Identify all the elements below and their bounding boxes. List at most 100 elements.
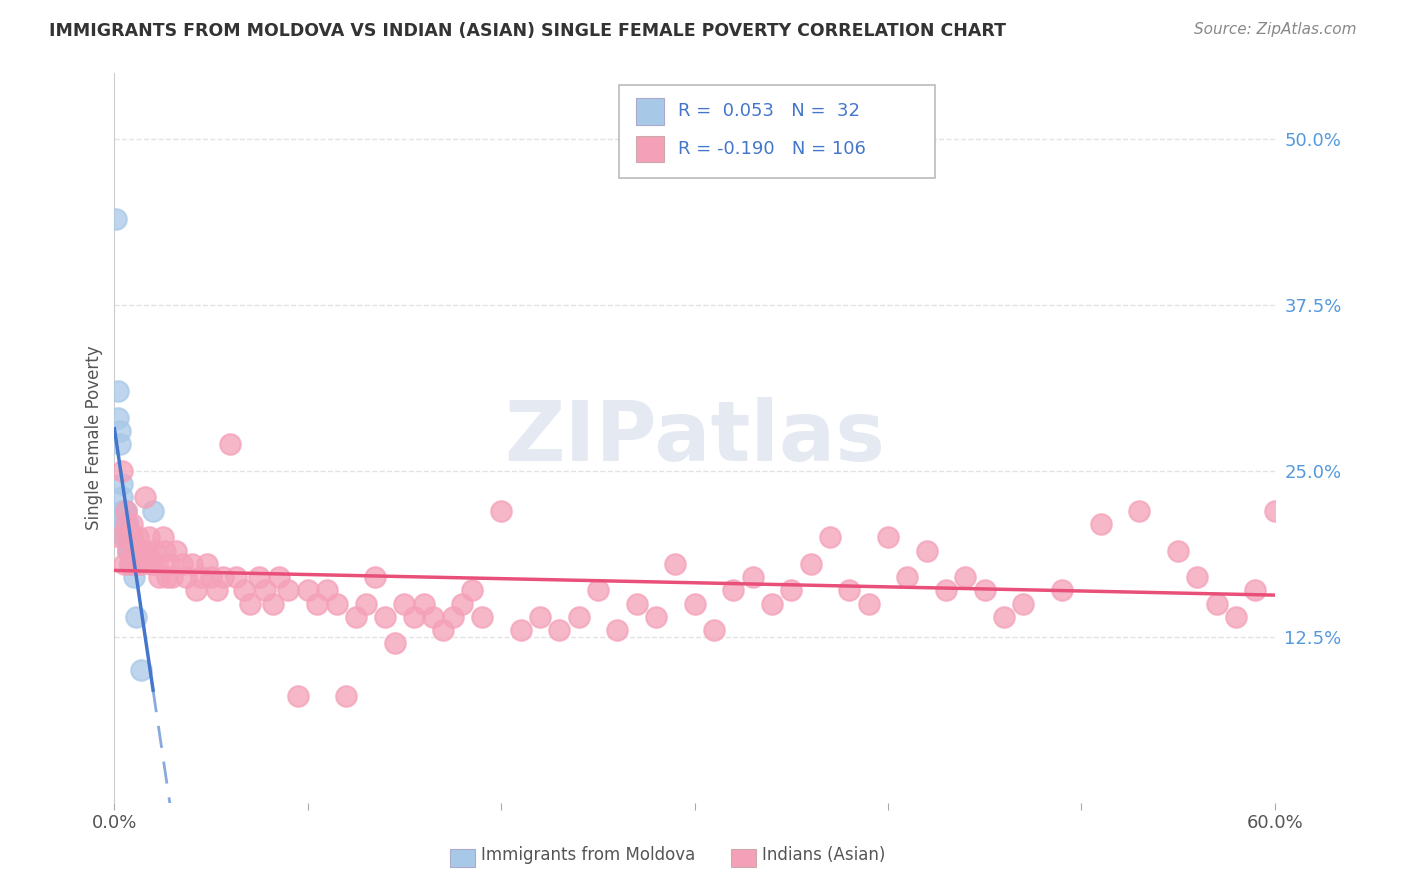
Point	[935, 583, 957, 598]
Point	[262, 597, 284, 611]
Point	[174, 570, 197, 584]
Point	[394, 597, 416, 611]
Point	[703, 623, 725, 637]
Point	[233, 583, 256, 598]
Point	[606, 623, 628, 637]
Point	[165, 543, 187, 558]
Point	[118, 557, 141, 571]
Point	[138, 530, 160, 544]
Point	[664, 557, 686, 571]
Point	[211, 570, 233, 584]
Point	[132, 543, 155, 558]
Point	[111, 464, 134, 478]
Point	[121, 516, 143, 531]
Point	[644, 610, 666, 624]
Point	[152, 530, 174, 544]
Point	[108, 437, 131, 451]
Point	[205, 583, 228, 598]
Text: Immigrants from Moldova: Immigrants from Moldova	[481, 846, 695, 863]
Point	[267, 570, 290, 584]
Point	[136, 543, 159, 558]
Point	[335, 690, 357, 704]
Point	[118, 530, 141, 544]
Point	[111, 477, 134, 491]
Point	[451, 597, 474, 611]
Point	[1205, 597, 1227, 611]
Point	[111, 504, 134, 518]
Point	[354, 597, 377, 611]
Y-axis label: Single Female Poverty: Single Female Poverty	[86, 345, 103, 530]
Point	[412, 597, 434, 611]
Point	[184, 583, 207, 598]
Point	[441, 610, 464, 624]
Point	[509, 623, 531, 637]
Point	[127, 530, 149, 544]
Point	[115, 504, 138, 518]
Point	[118, 530, 141, 544]
Point	[115, 516, 138, 531]
Point	[548, 623, 571, 637]
Point	[117, 530, 139, 544]
Point	[721, 583, 744, 598]
Point	[112, 530, 135, 544]
Point	[122, 543, 145, 558]
Point	[121, 530, 143, 544]
Point	[277, 583, 299, 598]
Point	[955, 570, 977, 584]
Point	[877, 530, 900, 544]
Point	[180, 557, 202, 571]
Point	[307, 597, 329, 611]
Point	[115, 516, 138, 531]
Point	[780, 583, 803, 598]
Point	[122, 570, 145, 584]
Point	[131, 663, 153, 677]
Point	[118, 557, 141, 571]
Point	[374, 610, 396, 624]
Point	[567, 610, 589, 624]
Point	[156, 570, 179, 584]
Point	[404, 610, 426, 624]
Point	[344, 610, 367, 624]
Point	[1050, 583, 1073, 598]
Point	[316, 583, 339, 598]
Point	[117, 530, 139, 544]
Point	[108, 424, 131, 438]
Point	[121, 543, 143, 558]
Point	[741, 570, 763, 584]
Point	[1225, 610, 1247, 624]
Point	[239, 597, 262, 611]
Point	[838, 583, 860, 598]
Point	[1090, 516, 1112, 531]
Point	[586, 583, 609, 598]
Text: R = -0.190   N = 106: R = -0.190 N = 106	[678, 139, 866, 158]
Point	[118, 543, 141, 558]
Point	[973, 583, 995, 598]
Point	[142, 557, 165, 571]
Point	[117, 543, 139, 558]
Point	[896, 570, 918, 584]
Point	[915, 543, 938, 558]
Point	[108, 530, 131, 544]
Point	[1128, 504, 1150, 518]
Point	[249, 570, 271, 584]
Point	[112, 557, 135, 571]
Point	[143, 543, 166, 558]
Point	[125, 557, 148, 571]
Point	[146, 557, 169, 571]
Point	[107, 410, 129, 425]
Point	[993, 610, 1015, 624]
Point	[131, 557, 153, 571]
Point	[115, 516, 138, 531]
Point	[128, 543, 150, 558]
Point	[172, 557, 194, 571]
Point	[626, 597, 648, 611]
Point	[858, 597, 880, 611]
Point	[761, 597, 783, 611]
Point	[219, 437, 242, 451]
Point	[1167, 543, 1189, 558]
Text: R =  0.053   N =  32: R = 0.053 N = 32	[678, 102, 859, 120]
Point	[141, 557, 163, 571]
Point	[489, 504, 512, 518]
Point	[254, 583, 277, 598]
Point	[422, 610, 444, 624]
